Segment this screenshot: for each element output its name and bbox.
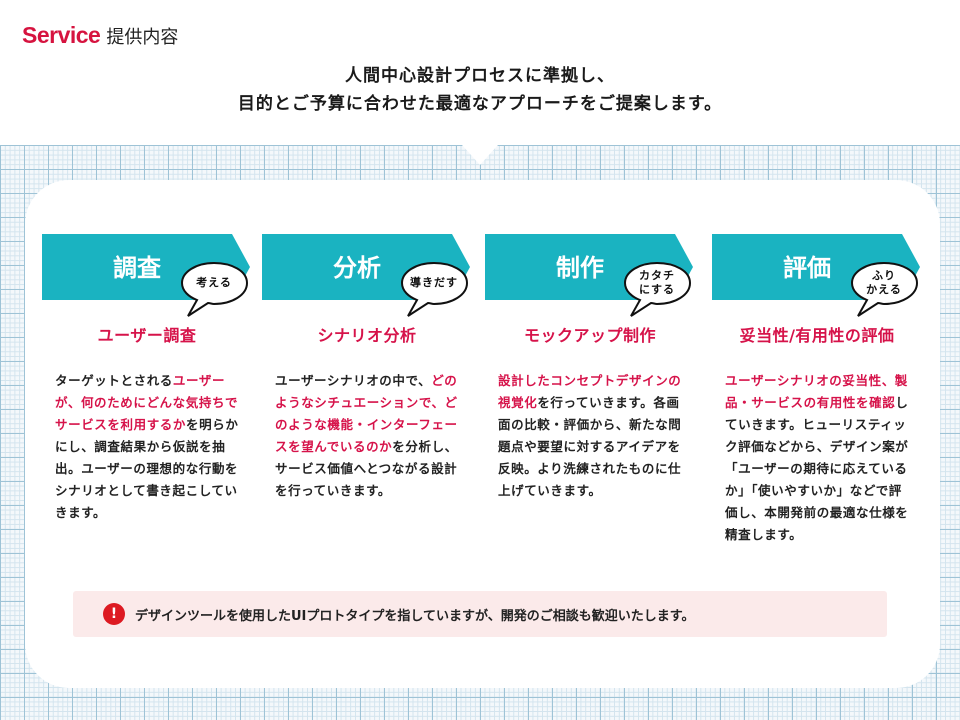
- notice-bar: ! デザインツールを使用したUIプロトタイプを指していますが、開発のご相談も歓迎…: [73, 591, 887, 637]
- body-text: を行っていきます。各画面の比較・評価から、新たな問題点や要望に対するアイデアを反…: [498, 395, 682, 498]
- step-description: 設計したコンセプトデザインの視覚化を行っていきます。各画面の比較・評価から、新た…: [485, 370, 685, 502]
- section-title-en: Service: [22, 22, 101, 48]
- step-description: ユーザーシナリオの妥当性、製品・サービスの有用性を確認していきます。ヒューリステ…: [712, 370, 912, 546]
- step-column: 制作 カタチ にする モックアップ制作 設計したコンセプトデザインの視覚化を行って…: [485, 234, 695, 502]
- highlight-text: 設計したコンセプトデザインの視覚化: [498, 373, 682, 410]
- bubble-line: ふり: [871, 269, 896, 282]
- section-title-ja: 提供内容: [106, 27, 179, 48]
- step-subtitle: 妥当性/有用性の評価: [739, 326, 895, 345]
- step-title: 調査: [113, 254, 161, 282]
- speech-bubble-icon: カタチ にする: [623, 262, 692, 317]
- bubble-line: 考える: [196, 276, 232, 289]
- step-title: 制作: [556, 254, 604, 282]
- step-column: 分析 導きだす シナリオ分析 ユーザーシナリオの中で、どのようなシチュエーション…: [262, 234, 472, 502]
- step-subtitle: ユーザー調査: [97, 326, 197, 345]
- speech-bubble-icon: 考える: [180, 262, 249, 317]
- step-description: ターゲットとされるユーザーが、何のためにどんな気持ちでサービスを利用するかを明ら…: [42, 370, 242, 524]
- bubble-line: かえる: [866, 283, 902, 296]
- body-text: を分析し、サービス価値へとつながる設計を行っていきます。: [275, 439, 458, 498]
- pointer-notch: [462, 145, 498, 165]
- step-description: ユーザーシナリオの中で、どのようなシチュエーションで、どのような機能・インターフ…: [262, 370, 462, 502]
- lead-text: 人間中心設計プロセスに準拠し、 目的とご予算に合わせた最適なアプローチをご提案し…: [0, 62, 960, 118]
- body-text: ユーザーシナリオの中で、: [275, 373, 432, 388]
- exclamation-icon: !: [103, 603, 125, 625]
- lead-line-1: 人間中心設計プロセスに準拠し、: [345, 66, 615, 86]
- bubble-line: カタチ: [639, 269, 675, 282]
- step-column: 評価 ふり かえる 妥当性/有用性の評価 ユーザーシナリオの妥当性、製品・サービス…: [712, 234, 922, 546]
- highlight-text: ユーザーが、何のためにどんな気持ちでサービスを利用するか: [55, 373, 239, 432]
- lead-line-2: 目的とご予算に合わせた最適なアプローチをご提案します。: [237, 94, 723, 114]
- highlight-text: どのようなシチュエーションで、どのような機能・インターフェースを望んでいるのか: [275, 373, 458, 454]
- body-text: を明らかにし、調査結果から仮説を抽出。ユーザーの理想的な行動をシナリオとして書き…: [55, 417, 239, 520]
- step-subtitle: シナリオ分析: [317, 326, 417, 345]
- section-header: Service 提供内容: [22, 22, 178, 49]
- bubble-line: にする: [638, 283, 676, 296]
- bubble-line: 導きだす: [410, 276, 458, 289]
- step-column: 調査 考える ユーザー調査 ターゲットとされるユーザーが、何のためにどんな気持ち…: [42, 234, 252, 524]
- body-text: ターゲットとされる: [55, 373, 173, 388]
- step-title: 評価: [783, 254, 831, 282]
- step-subtitle: モックアップ制作: [523, 326, 656, 345]
- step-title: 分析: [333, 254, 381, 282]
- body-text: していきます。ヒューリスティック評価などから、デザイン案が「ユーザーの期待に応え…: [725, 395, 909, 542]
- speech-bubble-icon: 導きだす: [400, 262, 469, 317]
- speech-bubble-icon: ふり かえる: [850, 262, 919, 317]
- highlight-text: ユーザーシナリオの妥当性、製品・サービスの有用性を確認: [725, 373, 908, 410]
- notice-text: デザインツールを使用したUIプロトタイプを指していますが、開発のご相談も歓迎いた…: [135, 608, 695, 624]
